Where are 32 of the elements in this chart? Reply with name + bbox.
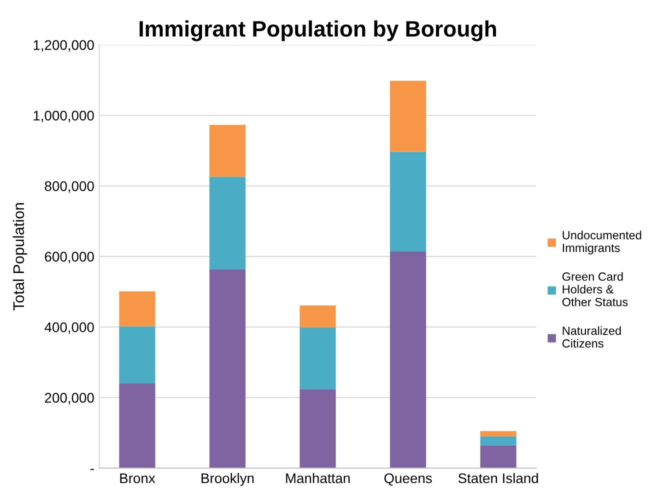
legend-label: Undocumented Immigrants [562,230,642,254]
x-tick-label: Brooklyn [202,472,254,486]
y-tick-label: 800,000 [44,181,94,193]
y-axis-title: Total Population [12,203,28,310]
bar [480,436,516,446]
x-tick-label: Queens [384,473,432,486]
y-tick-label: 400,000 [44,322,94,334]
legend-label: Green Card Holders & Other Status [562,272,628,306]
y-tick-label: 600,000 [44,252,94,264]
bar [119,326,156,384]
bar [300,306,336,328]
bar [300,389,336,468]
bar [209,176,246,270]
bar [480,431,516,436]
bar [300,327,336,390]
chart-title: Immigrant Population by Borough [140,20,496,42]
x-tick-label: Staten Island [458,472,538,484]
bar [209,270,246,468]
x-tick-label: Bronx [120,473,156,484]
y-tick-label: 1,000,000 [34,110,94,122]
y-tick-label: 1,200,000 [34,40,94,52]
bar [390,80,426,152]
bar [119,383,156,468]
y-tick-label: 200,000 [44,392,94,404]
bar [390,252,426,468]
bar [390,152,426,252]
bar [119,291,156,326]
bar [480,445,516,468]
bar [209,124,246,177]
y-tick-label: - [90,468,94,470]
legend-label: Naturalized Citizens [562,326,621,348]
x-tick-label: Manhattan [286,472,350,484]
